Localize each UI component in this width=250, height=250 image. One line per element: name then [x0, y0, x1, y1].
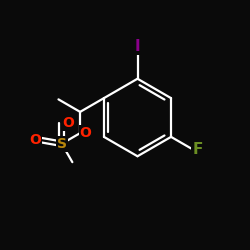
- Text: O: O: [62, 116, 74, 130]
- Text: O: O: [29, 133, 41, 147]
- Text: I: I: [135, 39, 140, 54]
- Text: F: F: [192, 142, 203, 157]
- Text: O: O: [80, 126, 92, 140]
- Text: S: S: [57, 137, 67, 151]
